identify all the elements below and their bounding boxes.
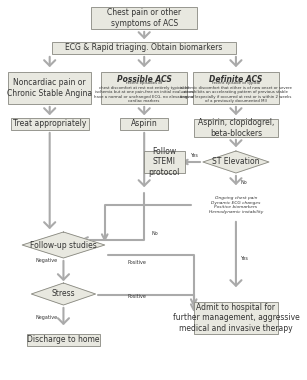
Text: Aspirin: Aspirin — [131, 119, 157, 128]
FancyBboxPatch shape — [101, 72, 187, 104]
Polygon shape — [31, 283, 95, 305]
FancyBboxPatch shape — [11, 118, 89, 130]
FancyArrowPatch shape — [139, 133, 150, 186]
FancyArrowPatch shape — [58, 308, 69, 324]
Text: No: No — [240, 180, 247, 185]
FancyArrowPatch shape — [139, 107, 150, 114]
Text: Follow-up studies: Follow-up studies — [30, 241, 97, 250]
FancyArrowPatch shape — [230, 222, 242, 286]
FancyBboxPatch shape — [144, 151, 185, 173]
FancyArrowPatch shape — [44, 57, 55, 66]
Polygon shape — [22, 232, 105, 258]
Text: Chest pain or other
symptoms of ACS: Chest pain or other symptoms of ACS — [107, 8, 181, 28]
FancyArrowPatch shape — [58, 261, 69, 280]
FancyArrowPatch shape — [139, 57, 150, 66]
Text: recent episodes of
chest discomfort at rest not entirely typical of
ischemia but: recent episodes of chest discomfort at r… — [94, 81, 194, 103]
Text: Noncardiac pain or
Chronic Stable Angina: Noncardiac pain or Chronic Stable Angina — [7, 78, 92, 98]
Text: Positive: Positive — [127, 293, 146, 299]
Text: Yes: Yes — [190, 153, 198, 158]
Text: Negative: Negative — [36, 258, 58, 263]
Text: No: No — [152, 231, 159, 236]
Text: Follow
STEMI
protocol: Follow STEMI protocol — [149, 147, 180, 177]
Text: Negative: Negative — [36, 315, 58, 320]
FancyArrowPatch shape — [230, 176, 242, 184]
Text: ST Elevation: ST Elevation — [212, 157, 260, 166]
Text: Yes: Yes — [239, 255, 247, 261]
FancyBboxPatch shape — [52, 42, 236, 54]
Text: Admit to hospital for
further management, aggressive
medical and invasive therap: Admit to hospital for further management… — [173, 303, 299, 333]
FancyBboxPatch shape — [8, 72, 91, 104]
FancyArrowPatch shape — [230, 57, 242, 66]
Text: Discharge to home: Discharge to home — [27, 336, 100, 345]
FancyBboxPatch shape — [91, 7, 197, 29]
FancyArrowPatch shape — [44, 133, 55, 228]
Text: Aspirin, clopidogrel,
beta-blockers: Aspirin, clopidogrel, beta-blockers — [198, 118, 274, 138]
Text: recent episode of typical
ischemic discomfort that either is of new onset or sev: recent episode of typical ischemic disco… — [180, 81, 292, 103]
FancyBboxPatch shape — [194, 119, 278, 137]
FancyArrowPatch shape — [230, 107, 242, 114]
FancyArrowPatch shape — [44, 107, 55, 114]
FancyBboxPatch shape — [194, 302, 278, 334]
FancyBboxPatch shape — [120, 118, 168, 130]
Text: Ongoing chest pain
Dynamic ECG changes
Positive biomarkers
Hemodynamic instabili: Ongoing chest pain Dynamic ECG changes P… — [209, 196, 263, 214]
Text: Stress: Stress — [52, 290, 75, 299]
Text: ECG & Rapid triaging. Obtain biomarkers: ECG & Rapid triaging. Obtain biomarkers — [65, 43, 223, 52]
FancyBboxPatch shape — [27, 334, 100, 346]
FancyArrowPatch shape — [139, 32, 150, 38]
FancyArrowPatch shape — [230, 140, 242, 146]
Text: Treat appropriately: Treat appropriately — [13, 119, 86, 128]
Text: Definite ACS: Definite ACS — [209, 76, 262, 84]
Text: Positive: Positive — [127, 260, 146, 265]
Polygon shape — [203, 151, 269, 173]
Text: Possible ACS: Possible ACS — [117, 76, 172, 84]
FancyBboxPatch shape — [193, 72, 279, 104]
